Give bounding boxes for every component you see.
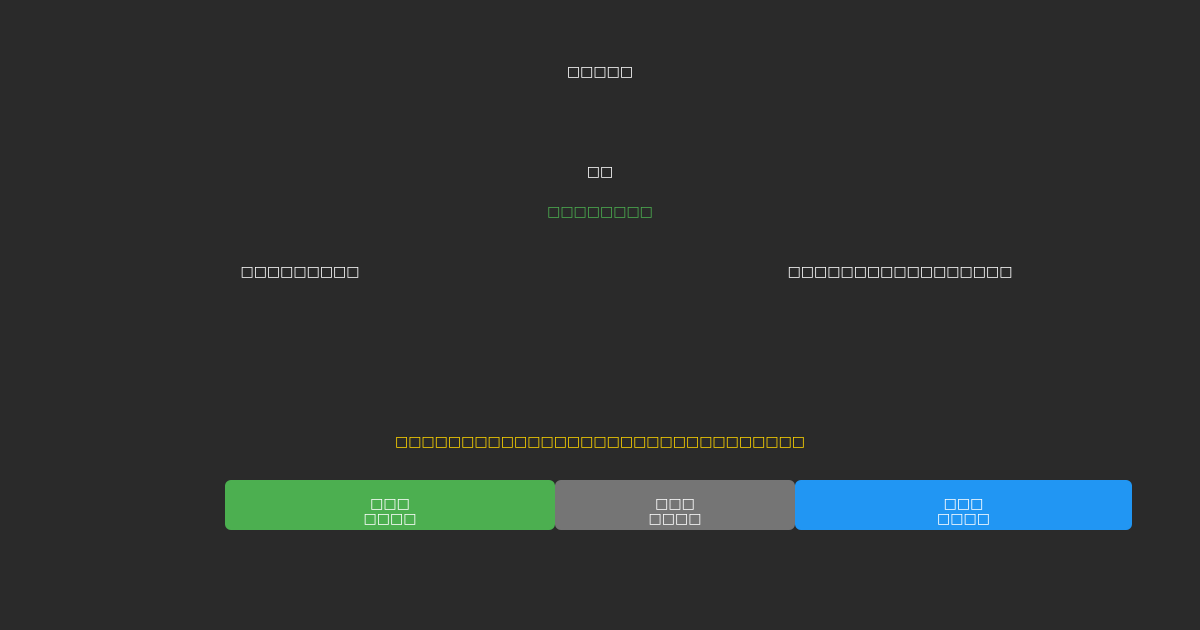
button-line-2: □□□□: [937, 511, 990, 527]
status-text: □□□□□□□□: [547, 204, 653, 220]
left-label: □□□□□□□□□: [240, 264, 360, 280]
page-title: □□□□□: [566, 64, 634, 80]
button-line-2: □□□□: [363, 511, 417, 527]
button-line-1: □□□: [370, 496, 410, 512]
button-line-1: □□□: [943, 496, 984, 512]
gray-button[interactable]: □□□ □□□□: [555, 480, 795, 530]
green-button[interactable]: □□□ □□□□: [225, 480, 555, 530]
button-line-2: □□□□: [648, 511, 702, 527]
count-value: □□: [586, 164, 614, 180]
button-line-1: □□□: [655, 496, 695, 512]
notice-text: □□□□□□□□□□□□□□□□□□□□□□□□□□□□□□□: [394, 434, 806, 450]
blue-button[interactable]: □□□ □□□□: [795, 480, 1132, 530]
right-label: □□□□□□□□□□□□□□□□□: [787, 264, 1013, 280]
